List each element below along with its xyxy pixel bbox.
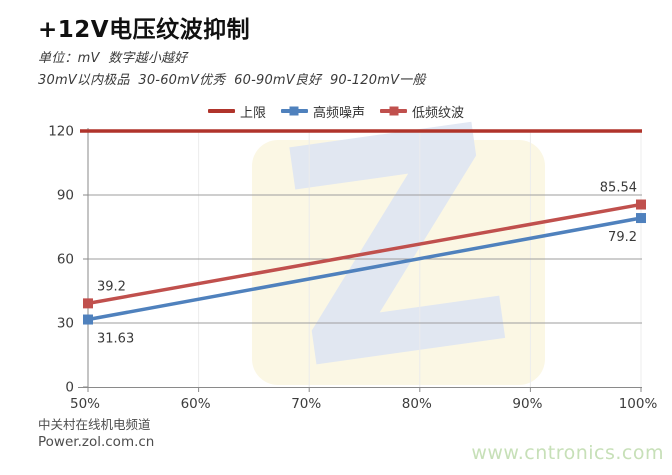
legend-item-0: 上限 bbox=[207, 102, 266, 121]
data-point-label: 79.2 bbox=[608, 230, 637, 245]
data-point-marker bbox=[83, 298, 93, 309]
x-axis-tick-label: 70% bbox=[291, 396, 321, 412]
data-point-label: 39.2 bbox=[97, 279, 126, 294]
x-axis-tick-label: 50% bbox=[70, 396, 100, 412]
footer-site-url: Power.zol.com.cn bbox=[38, 434, 155, 450]
legend-line-swatch bbox=[207, 109, 235, 113]
x-axis-tick-label: 60% bbox=[181, 396, 211, 412]
data-point-label: 85.54 bbox=[600, 181, 637, 196]
series-line bbox=[87, 202, 642, 306]
y-axis-tick-label: 30 bbox=[57, 316, 74, 332]
legend-label: 高频噪声 bbox=[312, 105, 365, 121]
chart-subtitle-grading: 30mV以内极品 30-60mV优秀 60-90mV良好 90-120mV一般 bbox=[38, 73, 426, 88]
legend-line-square-swatch bbox=[380, 106, 407, 116]
x-axis-tick-label: 100% bbox=[619, 396, 658, 412]
chart-title: +12V电压纹波抑制 bbox=[38, 17, 251, 43]
x-axis-tick-label: 90% bbox=[512, 396, 542, 412]
x-axis-tick-label: 80% bbox=[402, 396, 432, 412]
y-axis-tick-label: 60 bbox=[57, 252, 74, 268]
chart-subtitle-units: 单位：mV 数字越小越好 bbox=[38, 51, 188, 66]
data-point-label: 31.63 bbox=[97, 332, 134, 347]
legend: 上限 高频噪声 低频纹波 bbox=[0, 102, 672, 121]
data-point-marker bbox=[636, 199, 646, 210]
y-axis-tick-label: 0 bbox=[65, 380, 74, 396]
watermark-site-url: www.cntronics.com bbox=[471, 442, 664, 464]
series-line bbox=[87, 216, 642, 322]
legend-label: 上限 bbox=[239, 105, 266, 121]
legend-label: 低频纹波 bbox=[412, 105, 465, 121]
data-point-marker bbox=[83, 314, 93, 325]
legend-line-square-swatch bbox=[280, 106, 308, 116]
legend-item-1: 高频噪声 bbox=[280, 102, 365, 121]
legend-square-marker bbox=[389, 106, 398, 116]
y-axis-tick-label: 120 bbox=[48, 124, 74, 140]
legend-square-marker bbox=[289, 106, 299, 116]
legend-item-2: 低频纹波 bbox=[380, 102, 464, 121]
data-point-marker bbox=[636, 213, 646, 224]
y-axis-tick-label: 90 bbox=[57, 188, 74, 204]
footer-channel: 中关村在线机电频道 bbox=[38, 417, 151, 432]
